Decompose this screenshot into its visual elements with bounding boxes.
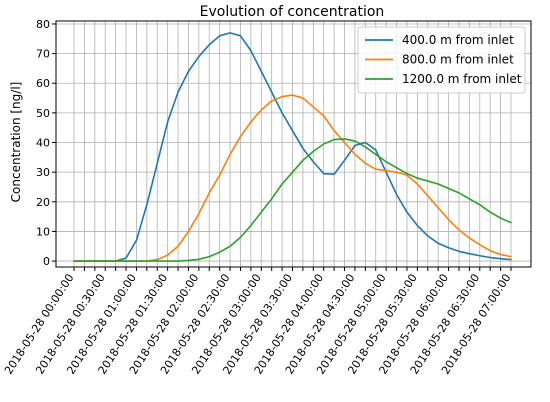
grid (56, 21, 531, 267)
y-axis-label: Concentration [ng/l] (9, 82, 23, 203)
legend: 400.0 m from inlet 800.0 m from inlet 1200… (357, 26, 526, 94)
series-line-3 (73, 138, 512, 262)
y-tick-label: 80 (36, 18, 50, 31)
y-tick-label: 0 (43, 255, 50, 268)
y-tick-label: 60 (36, 77, 50, 90)
y-tick-label: 30 (36, 166, 50, 179)
chart-title: Evolution of concentration (200, 4, 385, 20)
y-tick-label: 70 (36, 48, 50, 61)
y-tick-label: 20 (36, 196, 50, 209)
y-tick-label: 50 (36, 107, 50, 120)
y-axis-ticks: 0 10 20 30 40 50 60 70 80 (36, 18, 56, 268)
legend-label-3: 1200.0 m from inlet (402, 72, 522, 86)
legend-label-1: 400.0 m from inlet (402, 33, 514, 47)
series-lines (73, 32, 512, 262)
legend-box (357, 26, 526, 94)
plot-area-frame (55, 20, 532, 268)
series-line-1 (73, 32, 512, 262)
y-tick-label: 10 (36, 225, 50, 238)
y-tick-label: 40 (36, 137, 50, 150)
legend-label-2: 800.0 m from inlet (402, 53, 514, 67)
